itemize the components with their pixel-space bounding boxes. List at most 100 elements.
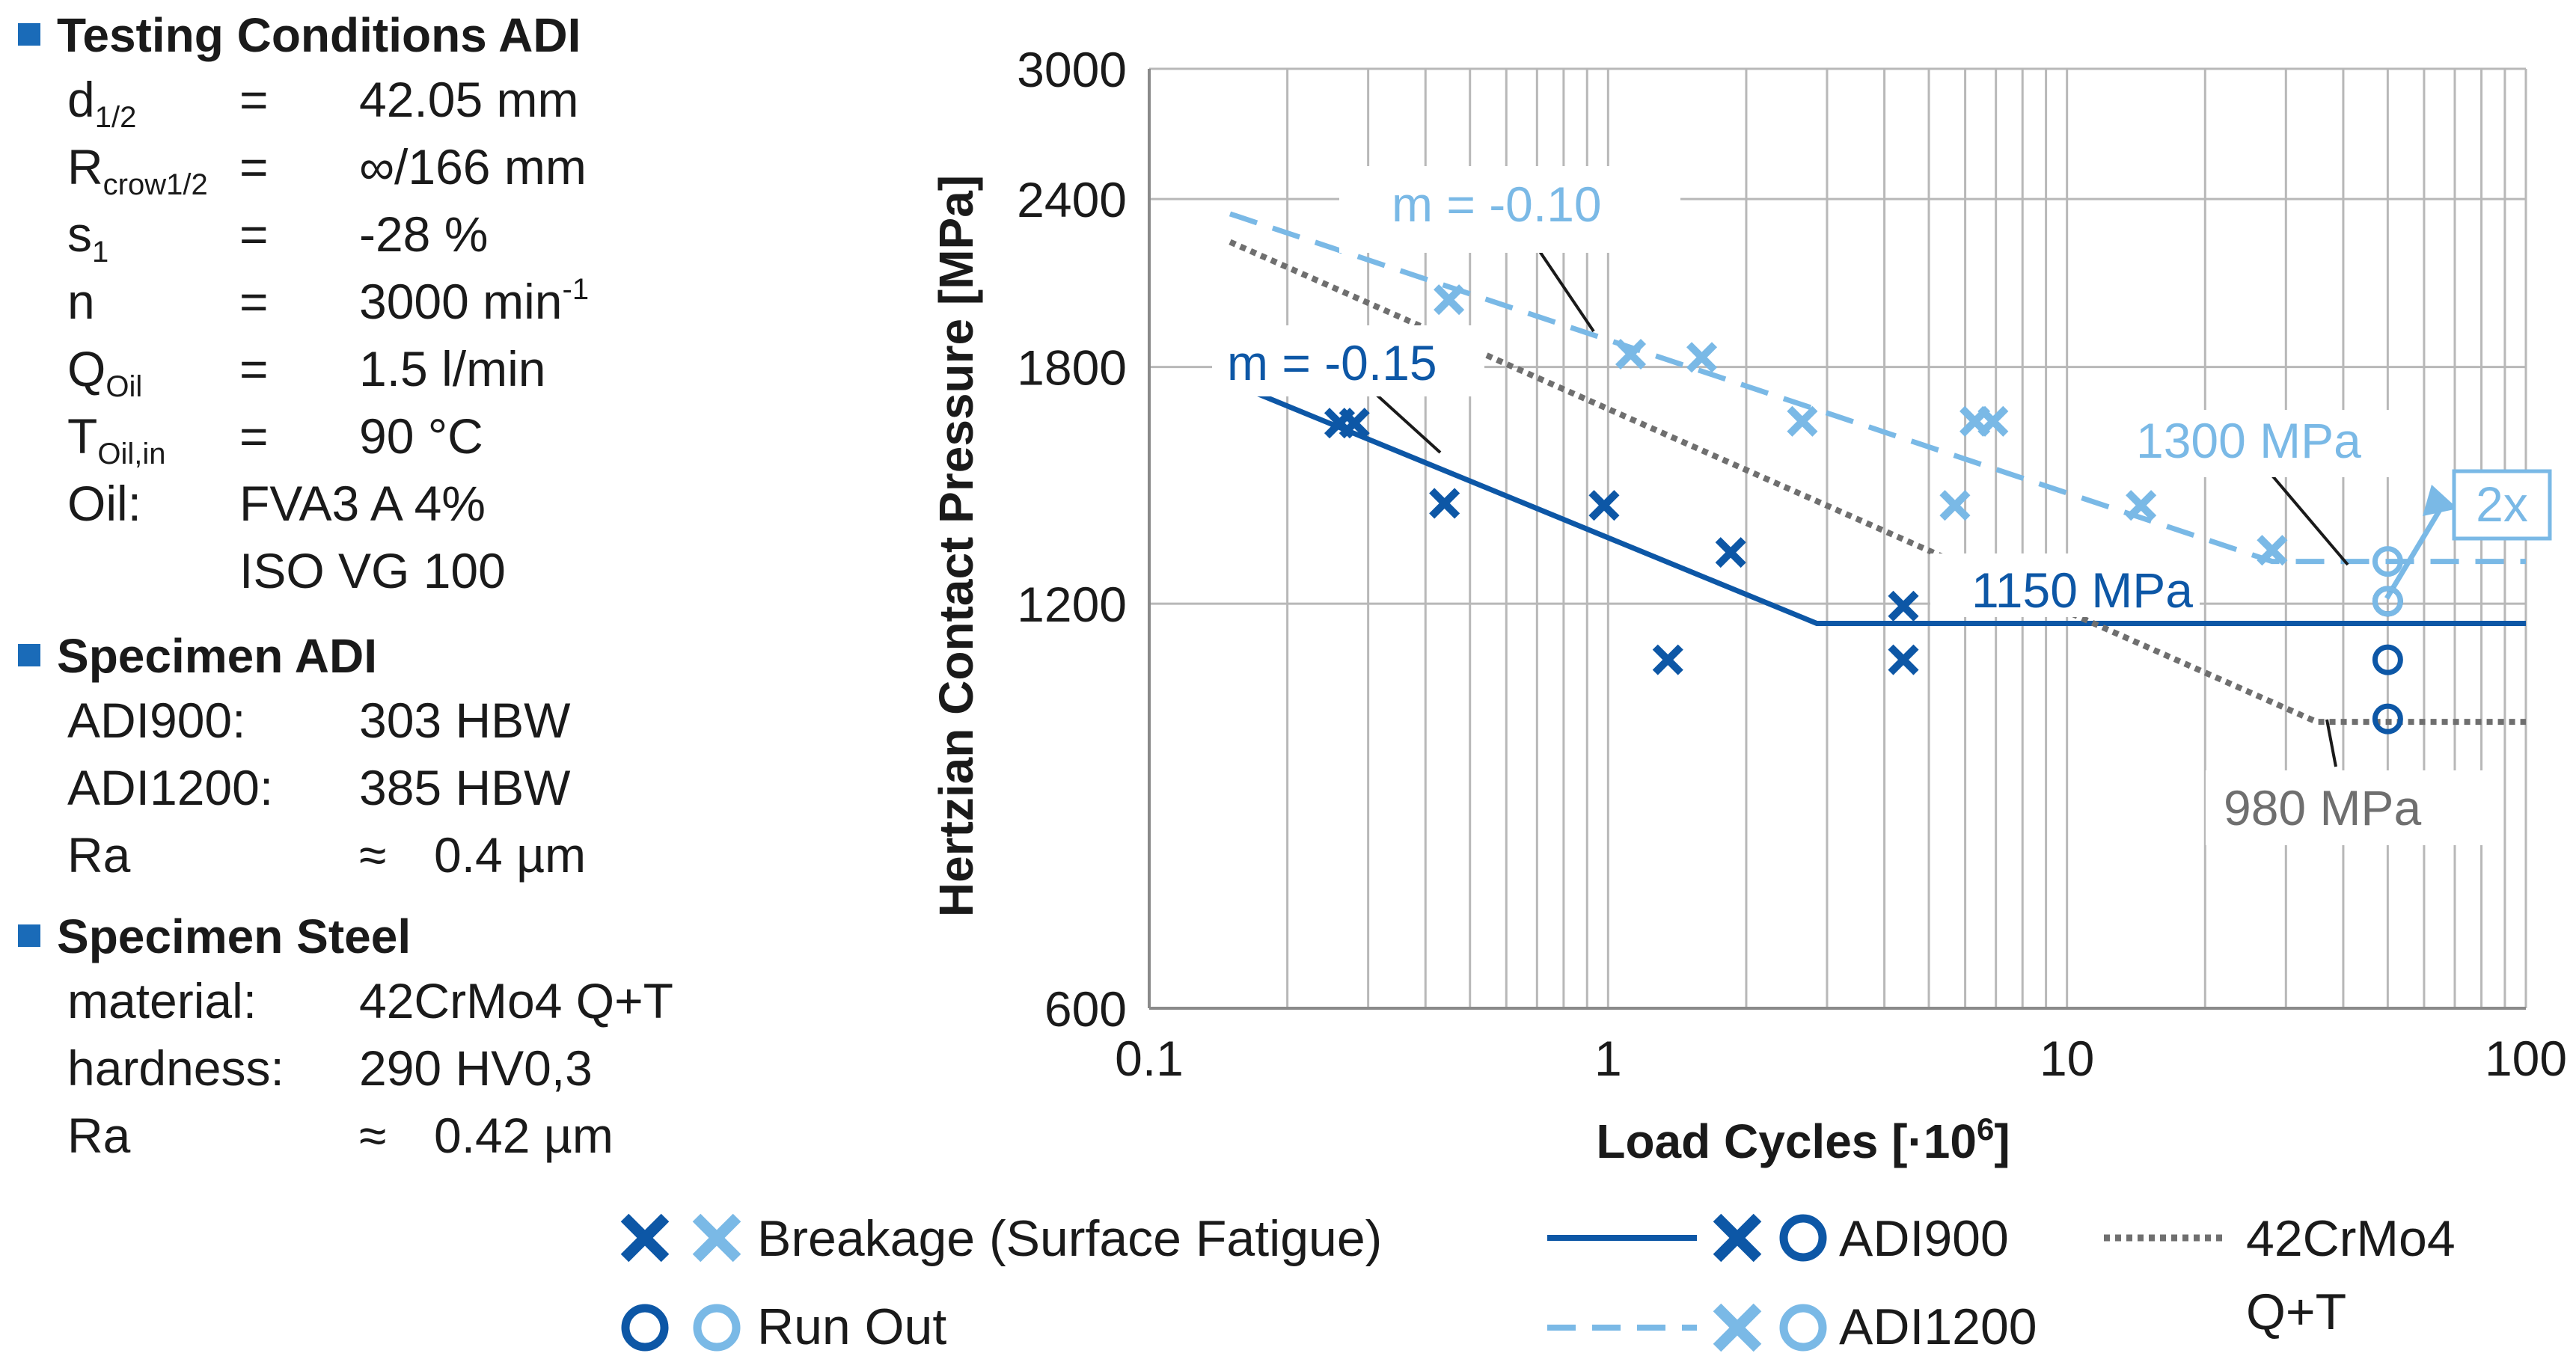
- spec-value: 0.42 µm: [434, 1108, 614, 1163]
- y-tick-label: 1800: [1017, 340, 1127, 396]
- data-point-breakage: [1588, 490, 1620, 521]
- x-tick-label: 10: [2040, 1031, 2094, 1086]
- m-adi900-label: m = -0.15: [1227, 335, 1437, 390]
- lim-980-bg: [2206, 770, 2499, 845]
- spec-value: 0.4 µm: [434, 827, 587, 883]
- series-line-adi900: [1215, 374, 2526, 627]
- approx-sign: ≈: [359, 1108, 387, 1163]
- data-point-runout: [2372, 644, 2403, 675]
- param-value: 42.05 mm: [359, 72, 579, 127]
- multiplier-arrow: [2384, 507, 2444, 600]
- spec-value: 303 HBW: [359, 693, 571, 748]
- param-symbol: d1/2: [67, 72, 137, 134]
- multiplier-label: 2x: [2476, 476, 2528, 532]
- axes: 600 1200 1800 2400 3000 0.1 1 10 100: [1017, 42, 2567, 1086]
- lim-steel-label: 980 MPa: [2224, 780, 2421, 835]
- leader-line-980: [2325, 719, 2337, 767]
- legend-runout-adi900-icon: [621, 1304, 669, 1352]
- data-point-runout: [2372, 703, 2403, 734]
- y-tick-label: 2400: [1017, 172, 1127, 227]
- param-equals: =: [239, 139, 269, 194]
- y-tick-label: 600: [1044, 981, 1127, 1037]
- specimen-steel-heading: Specimen Steel: [18, 909, 411, 964]
- legend: [620, 1213, 2222, 1352]
- data-point-breakage: [1888, 590, 1919, 622]
- x-axis-title: Load Cycles [·106]: [1596, 1111, 2010, 1168]
- legend-breakage-adi900-icon: [620, 1213, 670, 1263]
- data-point-breakage: [1429, 488, 1460, 519]
- cross-stroke: [1787, 405, 1818, 437]
- bullet-square-icon: [18, 23, 40, 46]
- cross-stroke: [692, 1213, 741, 1263]
- data-point-breakage: [1787, 405, 1818, 437]
- legend-runout-adi1200-icon: [693, 1304, 741, 1352]
- x-tick-label: 100: [2485, 1031, 2567, 1086]
- data-point-breakage: [2126, 490, 2157, 521]
- series-line-42crmo4-q-t: [1229, 239, 2526, 726]
- spec-label: material:: [67, 973, 257, 1028]
- param-symbol: s1: [67, 206, 109, 269]
- cross-stroke: [1339, 408, 1370, 439]
- spec-label: ADI900:: [67, 693, 246, 748]
- param-equals: =: [239, 274, 269, 329]
- data-point-breakage: [1434, 284, 1465, 316]
- cross-stroke: [1939, 490, 1971, 521]
- param-equals: =: [239, 341, 269, 396]
- data-point-breakage: [1715, 537, 1746, 568]
- spec-label: Ra: [67, 1108, 131, 1163]
- param-value: 1.5 l/min: [359, 341, 546, 396]
- oil-value-line2: ISO VG 100: [239, 543, 506, 598]
- test-conditions-panel: Testing Conditions ADI d1/2 = 42.05 mm R…: [0, 0, 883, 1212]
- m-adi1200-bg: [1339, 166, 1680, 253]
- spec-label: Ra: [67, 827, 131, 883]
- spec-label: hardness:: [67, 1040, 284, 1096]
- cross-stroke: [1429, 488, 1460, 519]
- spec-value: 42CrMo4 Q+T: [359, 973, 673, 1028]
- y-tick-label: 1200: [1017, 577, 1127, 632]
- data-point-breakage: [1977, 405, 2009, 437]
- lim-adi1200-label: 1300 MPa: [2136, 413, 2361, 468]
- cross-stroke: [1715, 537, 1746, 568]
- oil-value-line1: FVA3 A 4%: [239, 476, 486, 531]
- y-tick-label: 3000: [1017, 42, 1127, 97]
- legend-adi1200-cross-icon: [1713, 1303, 1762, 1352]
- cross-stroke: [1652, 644, 1683, 675]
- data-point-breakage: [2257, 535, 2288, 566]
- spec-value: 290 HV0,3: [359, 1040, 593, 1096]
- legend-adi1200-circle-icon: [1779, 1304, 1827, 1352]
- lim-1300-bg: [2129, 410, 2413, 477]
- data-point-breakage: [1888, 644, 1919, 675]
- series-line-adi1200: [1229, 211, 2526, 565]
- testing-conditions-heading: Testing Conditions ADI: [18, 7, 581, 63]
- cross-stroke: [1588, 490, 1620, 521]
- param-symbol: TOil,in: [67, 408, 166, 470]
- legend-breakage-adi1200-icon: [692, 1213, 741, 1263]
- param-equals: =: [239, 72, 269, 127]
- param-symbol: QOil: [67, 341, 143, 403]
- approx-sign: ≈: [359, 827, 387, 883]
- m-adi1200-label: m = -0.10: [1392, 177, 1602, 232]
- legend-adi900-cross-icon: [1713, 1213, 1762, 1263]
- data-point-breakage: [1615, 338, 1647, 370]
- cross-stroke: [1615, 338, 1647, 370]
- fit-lines: [1215, 211, 2526, 726]
- y-axis-title: Hertzian Contact Pressure [MPa]: [929, 175, 983, 917]
- bullet-square-icon: [18, 924, 40, 947]
- cross-stroke: [2257, 535, 2288, 566]
- param-symbol: n: [67, 274, 95, 329]
- specimen-adi-heading: Specimen ADI: [18, 628, 377, 684]
- data-point-runout: [2372, 546, 2403, 577]
- data-point-runout: [2372, 586, 2403, 617]
- param-value: ∞/166 mm: [359, 139, 587, 194]
- param-equals: =: [239, 206, 269, 262]
- param-value: -28 %: [359, 206, 489, 262]
- data-point-breakage: [1339, 408, 1370, 439]
- param-value: 90 °C: [359, 408, 483, 464]
- x-tick-label: 0.1: [1115, 1031, 1184, 1086]
- x-tick-label: 1: [1594, 1031, 1622, 1086]
- oil-label: Oil:: [67, 476, 141, 531]
- lim-adi900-label: 1150 MPa: [1971, 562, 2193, 618]
- spec-value: 385 HBW: [359, 760, 571, 815]
- param-symbol: Rcrow1/2: [67, 139, 208, 201]
